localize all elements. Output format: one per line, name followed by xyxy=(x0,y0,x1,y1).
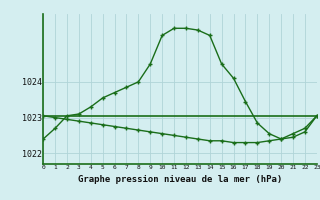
X-axis label: Graphe pression niveau de la mer (hPa): Graphe pression niveau de la mer (hPa) xyxy=(78,175,282,184)
